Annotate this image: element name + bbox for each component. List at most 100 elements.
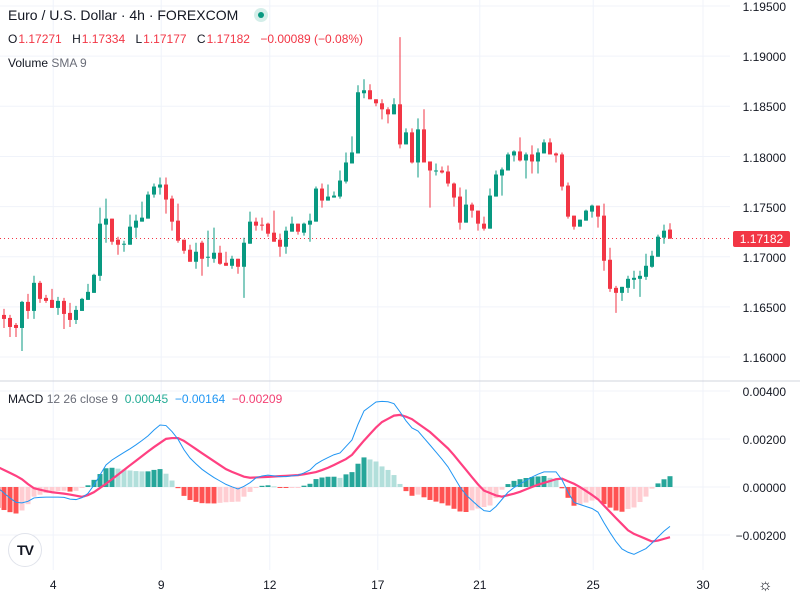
candle-body xyxy=(602,215,606,261)
candle-body xyxy=(122,243,126,245)
candle-up xyxy=(212,227,216,263)
candle-body xyxy=(56,300,60,308)
candle-body xyxy=(290,223,294,232)
candle-down xyxy=(548,138,552,155)
histogram-bar xyxy=(301,485,307,487)
histogram-bar xyxy=(247,487,253,492)
candle-body xyxy=(374,99,378,104)
candle-down xyxy=(14,322,18,337)
low-value: 1.17177 xyxy=(143,32,187,46)
histogram-bar xyxy=(25,487,31,505)
ohlc-legend: O1.17271 H1.17334 L1.17177 C1.17182 −0.0… xyxy=(8,32,370,46)
symbol-legend[interactable]: Euro / U.S. Dollar · 4h · FOREXCOM xyxy=(8,7,269,23)
candle-body xyxy=(320,188,324,201)
histogram-bar xyxy=(433,487,439,502)
histogram-bar xyxy=(403,487,409,492)
candle-up xyxy=(662,224,666,244)
volume-legend[interactable]: Volume SMA 9 xyxy=(8,56,87,70)
candle-body xyxy=(614,287,618,293)
candle-body xyxy=(86,291,90,300)
settings-gear-icon[interactable]: ☼ xyxy=(758,577,773,594)
candle-up xyxy=(98,207,102,281)
histogram-bar xyxy=(211,487,217,504)
candle-down xyxy=(44,294,48,303)
histogram-bar xyxy=(277,487,283,488)
histogram-bar xyxy=(541,476,547,487)
histogram-bar xyxy=(547,477,553,487)
candle-body xyxy=(38,282,42,299)
histogram-bar xyxy=(577,487,583,505)
histogram-bar xyxy=(271,486,277,488)
candle-body xyxy=(656,236,660,257)
candle-down xyxy=(320,183,324,208)
candle-up xyxy=(290,216,294,232)
candle-down xyxy=(224,251,228,266)
histogram-bar xyxy=(409,487,415,496)
histogram-bar xyxy=(583,487,589,503)
candle-up xyxy=(524,152,528,179)
candle-up xyxy=(488,188,492,229)
candle-body xyxy=(662,230,666,238)
candle-body xyxy=(362,90,366,94)
candle-up xyxy=(194,242,198,269)
candle-body xyxy=(470,204,474,211)
candle-body xyxy=(536,152,540,162)
candle-down xyxy=(368,84,372,100)
candle-body xyxy=(668,229,672,239)
tradingview-logo[interactable]: TV xyxy=(8,533,42,567)
last-price-label: 1.17182 xyxy=(733,231,790,247)
histogram-bar xyxy=(295,487,301,488)
macd-legend[interactable]: MACD 12 26 close 9 0.00045 −0.00164 −0.0… xyxy=(8,392,282,406)
histogram-bar xyxy=(661,479,667,487)
candle-body xyxy=(308,220,312,225)
candle-body xyxy=(464,204,468,223)
candle-body xyxy=(476,210,480,224)
candle-down xyxy=(110,218,114,245)
candle-down xyxy=(164,177,168,214)
histogram-bar xyxy=(13,487,19,514)
histogram-bar xyxy=(475,487,481,509)
candle-up xyxy=(332,191,336,198)
histogram-bar xyxy=(1,487,7,511)
candle-body xyxy=(260,224,264,226)
histogram-bar xyxy=(91,479,97,487)
macd-label: MACD xyxy=(8,392,44,406)
candle-up xyxy=(104,198,108,243)
histogram-bar xyxy=(349,472,355,487)
candle-up xyxy=(134,214,138,238)
histogram-bar xyxy=(421,487,427,498)
histogram-bar xyxy=(625,487,631,509)
candle-up xyxy=(650,250,654,268)
candle-body xyxy=(422,129,426,163)
histogram-bar xyxy=(481,487,487,507)
market-open-status-icon xyxy=(254,8,269,22)
candle-body xyxy=(398,104,402,145)
candle-up xyxy=(56,296,60,315)
histogram-bar xyxy=(613,487,619,511)
open-label: O xyxy=(8,32,18,46)
histogram-bar xyxy=(325,476,331,487)
histogram-bar xyxy=(79,487,85,488)
volume-label: Volume xyxy=(8,56,49,70)
time-tick: 12 xyxy=(263,578,277,592)
symbol-title[interactable]: Euro / U.S. Dollar · 4h · FOREXCOM xyxy=(8,7,239,23)
candle-down xyxy=(200,240,204,276)
histogram-bar xyxy=(631,487,637,508)
candle-up xyxy=(314,186,318,222)
candle-body xyxy=(494,174,498,197)
histogram-bar xyxy=(601,487,607,505)
candle-body xyxy=(314,188,318,222)
histogram-bar xyxy=(637,487,643,503)
close-label: C xyxy=(196,32,206,46)
histogram-bar xyxy=(457,487,463,512)
candle-body xyxy=(272,232,276,242)
histogram-bar xyxy=(55,487,61,492)
candle-up xyxy=(308,213,312,242)
histogram-bar xyxy=(553,479,559,487)
histogram-bar xyxy=(337,477,343,487)
candle-body xyxy=(218,252,222,264)
histogram-bar xyxy=(31,487,37,497)
signal-line xyxy=(0,413,671,543)
candle-down xyxy=(458,187,462,230)
